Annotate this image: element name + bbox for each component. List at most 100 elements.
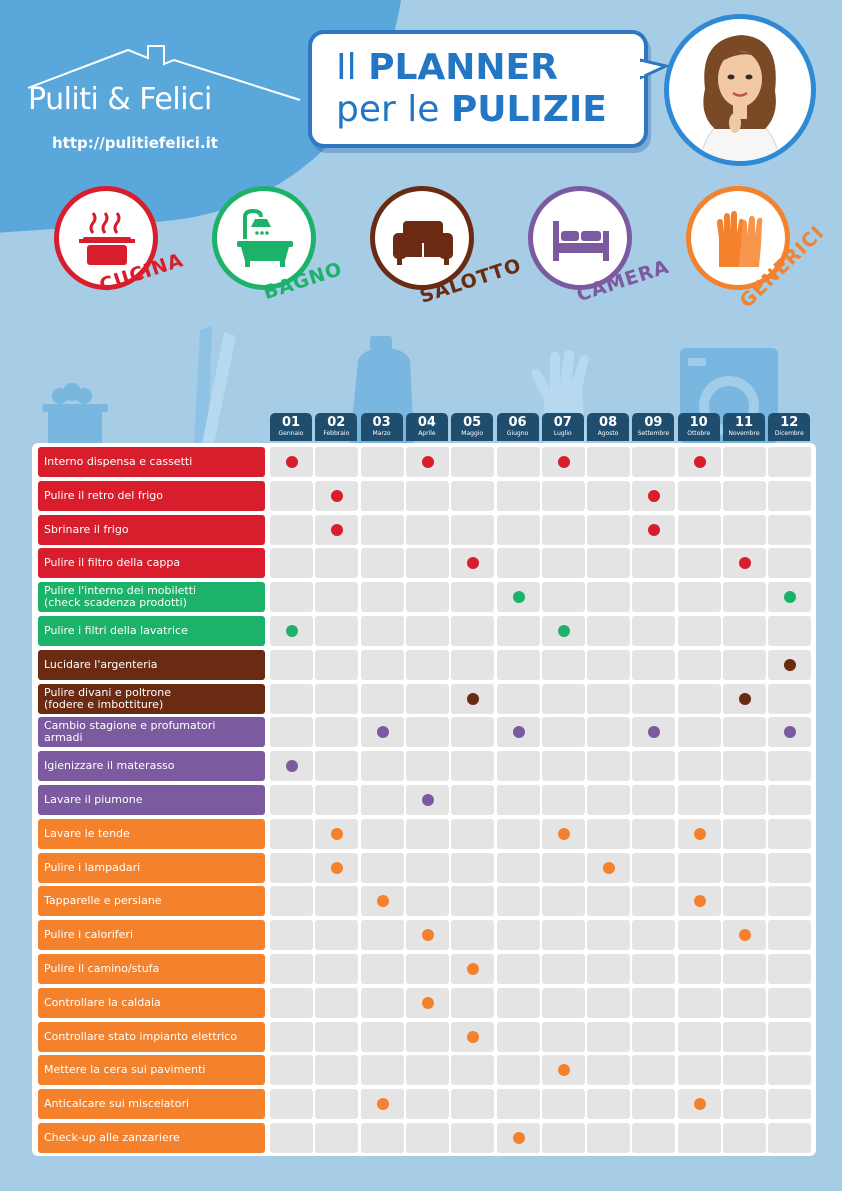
scheduled-dot xyxy=(739,929,751,942)
month-cell xyxy=(451,818,495,849)
planner-table: Interno dispensa e cassetti Pulire il ret… xyxy=(32,443,816,1156)
month-cell xyxy=(768,785,812,815)
scheduled-dot xyxy=(648,489,661,502)
month-cell xyxy=(315,785,359,815)
month-cell xyxy=(360,616,404,646)
month-cell xyxy=(451,1089,495,1120)
scheduled-dot xyxy=(693,456,706,468)
month-number: 03 xyxy=(372,415,391,430)
scheduled-dot xyxy=(467,1030,480,1043)
category-camera xyxy=(528,186,632,290)
month-cell xyxy=(723,447,766,477)
month-cell xyxy=(587,649,631,680)
month-header: 08 Agosto xyxy=(587,413,630,441)
month-cell xyxy=(315,582,359,613)
month-cell xyxy=(587,480,631,511)
month-cell xyxy=(451,1123,495,1153)
month-cell xyxy=(587,683,631,714)
month-number: 11 xyxy=(734,415,754,430)
category-generici xyxy=(686,186,790,290)
month-number: 02 xyxy=(327,415,346,430)
month-cell xyxy=(723,1089,766,1120)
month-cell xyxy=(496,649,540,680)
scheduled-dot xyxy=(739,692,751,705)
scheduled-dot xyxy=(421,456,434,468)
month-cell xyxy=(315,717,359,748)
month-cell xyxy=(677,649,721,680)
month-cell xyxy=(360,1055,404,1086)
month-cell xyxy=(315,548,359,579)
month-number: 05 xyxy=(463,415,482,430)
month-cell xyxy=(315,751,359,782)
month-cell xyxy=(496,920,540,951)
month-cell xyxy=(405,818,449,849)
brand-url[interactable]: http://pulitiefelici.it xyxy=(52,134,218,152)
scheduled-dot xyxy=(331,861,344,874)
month-cell xyxy=(587,582,631,613)
month-cell xyxy=(723,785,766,815)
month-cell xyxy=(451,886,495,917)
task-label: Anticalcare sui miscelatori xyxy=(38,1089,265,1120)
month-cell xyxy=(405,683,449,714)
task-label: Mettere la cera sui pavimenti xyxy=(38,1055,265,1086)
month-name: Marzo xyxy=(372,430,391,437)
month-number: 08 xyxy=(599,415,618,430)
scheduled-dot xyxy=(376,1098,389,1111)
sofa-icon xyxy=(393,221,453,265)
month-cell xyxy=(587,954,631,984)
category-cucina xyxy=(54,186,158,290)
task-label: Pulire divani e poltrone (fodere e imbot… xyxy=(38,683,265,714)
month-cell xyxy=(451,954,495,984)
month-cell xyxy=(451,582,495,613)
month-cell xyxy=(541,514,585,545)
month-cell xyxy=(315,447,359,477)
month-cell xyxy=(315,920,359,951)
month-cell xyxy=(315,954,359,984)
month-cell xyxy=(451,785,495,815)
month-name: Ottobre xyxy=(687,430,711,437)
month-cell xyxy=(632,1123,676,1153)
month-cell xyxy=(541,548,585,579)
month-cell xyxy=(405,886,449,917)
month-cell xyxy=(360,717,404,748)
month-cell xyxy=(632,818,676,849)
month-cell xyxy=(405,548,449,579)
month-cell xyxy=(496,582,540,613)
month-cell xyxy=(496,852,540,883)
month-cell xyxy=(632,886,676,917)
task-label: Controllare la caldaia xyxy=(38,987,265,1018)
month-cell xyxy=(587,514,631,545)
month-header: 05 Maggio xyxy=(451,413,494,441)
scheduled-dot xyxy=(784,591,797,604)
scheduled-dot xyxy=(557,625,570,637)
month-cell xyxy=(405,616,449,646)
month-cell xyxy=(677,785,721,815)
bed-icon xyxy=(553,221,609,261)
month-cell xyxy=(677,920,721,951)
cooking-pot-icon xyxy=(79,212,135,265)
month-cell xyxy=(360,987,404,1018)
month-cell xyxy=(360,649,404,680)
month-cell xyxy=(677,683,721,714)
scheduled-dot xyxy=(784,726,797,739)
month-cell xyxy=(360,785,404,815)
month-cell xyxy=(405,785,449,815)
scheduled-dot xyxy=(512,1132,525,1144)
task-label: Pulire il camino/stufa xyxy=(38,954,265,984)
month-cell xyxy=(360,852,404,883)
month-cell xyxy=(405,987,449,1018)
month-cell xyxy=(723,548,766,579)
month-cell xyxy=(270,717,313,748)
scheduled-dot xyxy=(512,591,525,604)
month-name: Agosto xyxy=(597,430,619,437)
month-cell xyxy=(723,818,766,849)
month-number: 04 xyxy=(417,415,436,430)
month-cell xyxy=(496,886,540,917)
month-name: Febbraio xyxy=(323,430,350,437)
month-cell xyxy=(270,751,313,782)
month-header: 09 Settembre xyxy=(632,413,675,441)
scheduled-dot xyxy=(286,760,298,773)
month-cell xyxy=(723,582,766,613)
task-row: Pulire il filtro della cappa xyxy=(38,548,814,579)
month-cell xyxy=(315,514,359,545)
